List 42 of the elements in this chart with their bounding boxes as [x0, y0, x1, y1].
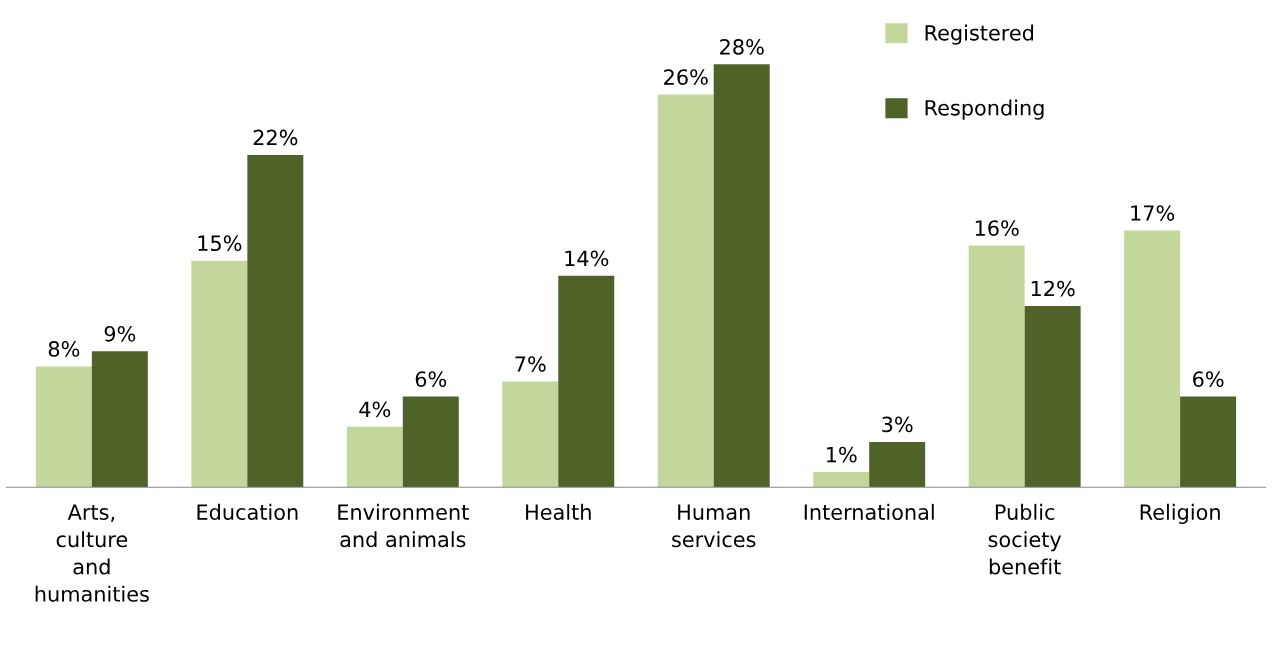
- x-tick-label: Health: [526, 503, 591, 520]
- data-label: 14%: [565, 250, 609, 267]
- data-label: 8%: [48, 341, 80, 357]
- data-label: 6%: [1193, 371, 1224, 387]
- data-label: 7%: [515, 356, 546, 372]
- bar: [713, 64, 770, 488]
- data-label: 12%: [1031, 280, 1075, 297]
- data-label: 17%: [1131, 205, 1175, 221]
- bar: [346, 426, 403, 488]
- x-tick-label: Human services: [672, 504, 756, 548]
- data-label: 22%: [253, 129, 298, 146]
- legend-label: Registered: [925, 24, 1034, 45]
- data-label: 1%: [826, 446, 857, 463]
- bar: [1124, 230, 1181, 488]
- data-label: 9%: [104, 325, 136, 342]
- x-tick-label: Religion: [1140, 503, 1220, 525]
- bar: [1024, 305, 1081, 488]
- x-tick-label: Environment and animals: [338, 503, 469, 548]
- bar: [558, 275, 615, 488]
- bar: [869, 441, 926, 488]
- x-tick-label: Public society benefit: [988, 503, 1062, 575]
- bar: [813, 472, 870, 488]
- bar: [502, 381, 559, 488]
- bar: [1180, 396, 1237, 488]
- bar: [91, 351, 148, 488]
- x-tick-label: Arts, culture and humanities: [35, 504, 149, 602]
- data-label: 3%: [882, 416, 913, 433]
- data-label: 26%: [664, 69, 708, 85]
- data-label: 28%: [720, 39, 764, 55]
- data-label: 6%: [415, 371, 447, 387]
- bar: [247, 154, 304, 488]
- data-label: 15%: [198, 235, 242, 252]
- bar: [968, 245, 1025, 488]
- bar: [191, 260, 248, 488]
- data-label: 4%: [359, 401, 391, 418]
- x-tick-label: Education: [197, 503, 298, 520]
- legend-label: Responding: [925, 99, 1044, 120]
- bar: [657, 94, 714, 488]
- data-label: 16%: [975, 220, 1019, 236]
- bar: [402, 396, 459, 488]
- x-tick-label: International: [804, 503, 934, 520]
- bar: [35, 366, 92, 488]
